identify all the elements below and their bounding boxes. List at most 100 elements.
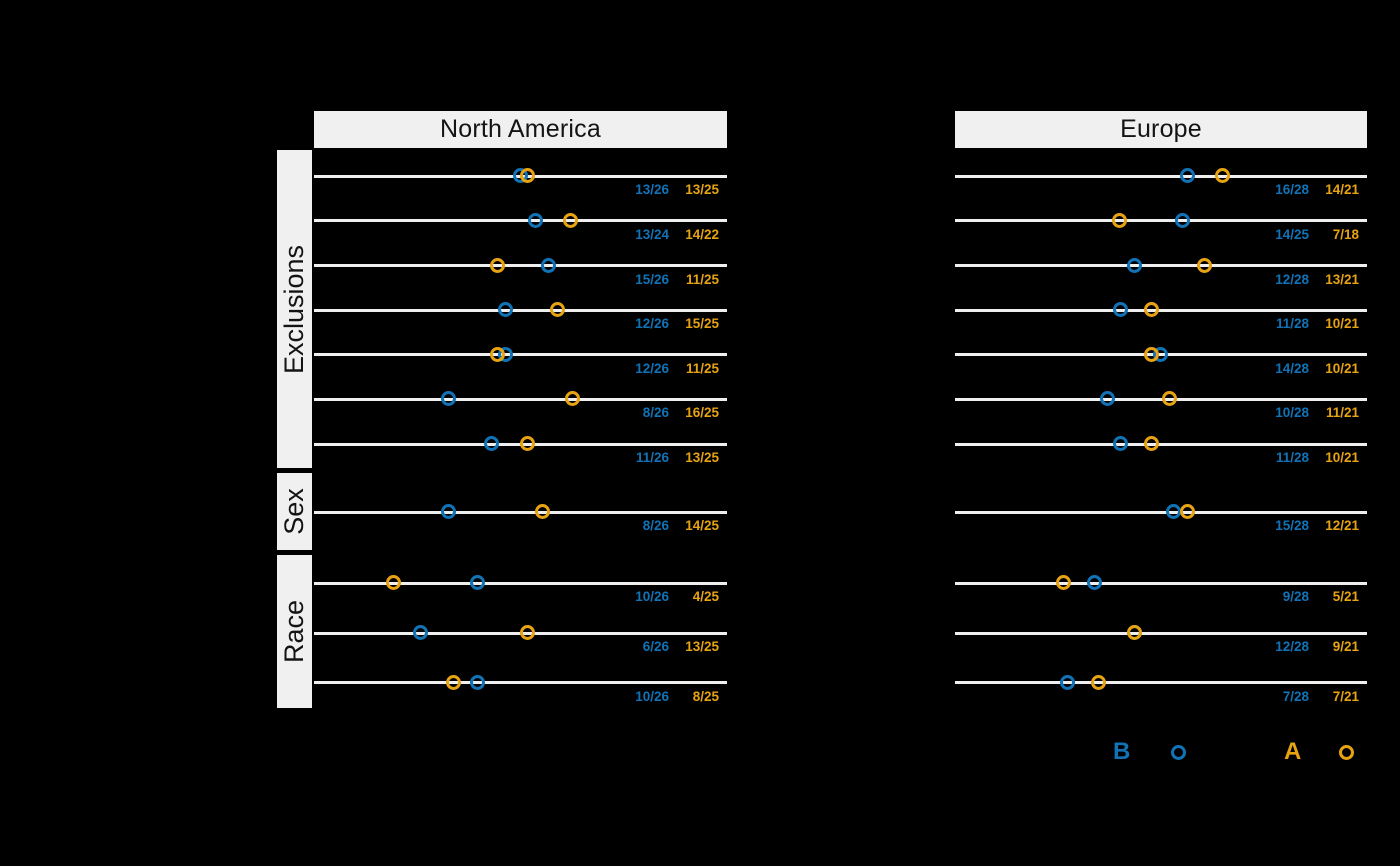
facet-label-exclusions-text: Exclusions xyxy=(279,244,309,374)
fraction-label-a: 5/21 xyxy=(1332,589,1359,604)
row-line xyxy=(955,442,1367,446)
fraction-label-a: 16/25 xyxy=(685,405,719,420)
fraction-label-a: 14/21 xyxy=(1325,182,1359,197)
marker-open-circle-b xyxy=(1113,436,1129,452)
row-line xyxy=(314,219,727,222)
facet-label-sex-text: Sex xyxy=(279,488,309,535)
panel-header-north-america: North America xyxy=(314,111,727,148)
marker-open-circle-a xyxy=(549,302,565,318)
facet-label-race: Race xyxy=(277,555,312,708)
row-line xyxy=(314,353,727,356)
marker-open-circle-b xyxy=(1175,212,1191,228)
facet-label-exclusions: Exclusions xyxy=(277,150,312,468)
row-line xyxy=(314,308,727,312)
fraction-label-a: 13/25 xyxy=(685,639,719,654)
marker-open-circle-a xyxy=(1144,302,1160,318)
marker-open-circle-a xyxy=(1197,257,1213,273)
marker-open-circle-b xyxy=(1113,302,1129,318)
marker-open-circle-b xyxy=(498,302,514,318)
fraction-label-a: 12/21 xyxy=(1325,518,1359,533)
marker-open-circle-a xyxy=(1214,168,1230,184)
row-line xyxy=(314,581,727,585)
row-line xyxy=(955,581,1367,585)
marker-open-circle-a xyxy=(1179,504,1195,520)
fraction-label-b: 12/28 xyxy=(1275,639,1309,654)
marker-open-circle-a xyxy=(1091,674,1107,690)
fraction-label-a: 9/21 xyxy=(1332,639,1359,654)
fraction-label-b: 11/26 xyxy=(635,450,669,465)
marker-open-circle-a xyxy=(490,346,506,362)
marker-open-circle-a xyxy=(1126,625,1142,641)
fraction-label-b: 13/26 xyxy=(635,182,669,197)
marker-open-circle-a xyxy=(520,436,536,452)
marker-open-circle-a xyxy=(1111,212,1127,228)
marker-open-circle-a xyxy=(520,625,536,641)
row-line xyxy=(955,308,1367,312)
marker-open-circle-a xyxy=(1161,391,1177,407)
marker-open-circle-b xyxy=(528,212,544,228)
marker-open-circle-a xyxy=(386,575,402,591)
fraction-label-a: 10/21 xyxy=(1325,360,1359,376)
marker-open-circle-b xyxy=(541,257,557,273)
fraction-label-b: 12/26 xyxy=(635,360,669,376)
marker-open-circle-a xyxy=(1144,436,1160,452)
marker-open-circle-b xyxy=(1100,391,1116,407)
fraction-label-a: 4/25 xyxy=(692,589,719,604)
marker-open-circle-a xyxy=(534,504,550,520)
fraction-label-b: 12/28 xyxy=(1275,271,1309,287)
marker-open-circle-b xyxy=(1126,257,1142,273)
fraction-label-a: 14/25 xyxy=(685,518,719,533)
marker-open-circle-a xyxy=(564,391,580,407)
row-line xyxy=(955,510,1367,514)
row-line xyxy=(955,631,1367,635)
row-line xyxy=(955,397,1367,401)
fraction-label-b: 9/28 xyxy=(1282,589,1309,604)
marker-open-circle-a xyxy=(1055,575,1071,591)
marker-open-circle-b xyxy=(469,674,485,690)
row-line xyxy=(314,397,727,401)
row-line xyxy=(314,510,727,514)
fraction-label-b: 10/26 xyxy=(635,688,669,704)
panel-header-europe: Europe xyxy=(955,111,1367,148)
marker-open-circle-b xyxy=(441,391,457,407)
row-line xyxy=(955,264,1367,267)
fraction-label-b: 14/25 xyxy=(1275,226,1309,242)
fraction-label-b: 12/26 xyxy=(635,316,669,331)
fraction-label-b: 6/26 xyxy=(642,639,669,654)
marker-open-circle-a xyxy=(490,257,506,273)
facet-label-race-text: Race xyxy=(279,599,309,664)
fraction-label-b: 8/26 xyxy=(642,405,669,420)
marker-open-circle-b xyxy=(1086,575,1102,591)
row-line xyxy=(955,219,1367,222)
marker-open-circle-b xyxy=(469,575,485,591)
fraction-label-b: 14/28 xyxy=(1275,360,1309,376)
fraction-label-b: 13/24 xyxy=(635,226,669,242)
fraction-label-b: 11/28 xyxy=(1275,316,1309,331)
marker-open-circle-b xyxy=(1179,168,1195,184)
marker-open-circle-b xyxy=(1060,674,1076,690)
fraction-label-b: 7/28 xyxy=(1282,688,1309,704)
marker-open-circle-b xyxy=(441,504,457,520)
fraction-label-a: 11/21 xyxy=(1325,405,1359,420)
marker-open-circle-a xyxy=(520,168,536,184)
fraction-label-a: 8/25 xyxy=(692,688,719,704)
legend-open-circle-b-icon xyxy=(1171,745,1186,760)
fraction-label-b: 11/28 xyxy=(1275,450,1309,465)
marker-open-circle-a xyxy=(445,674,461,690)
fraction-label-b: 8/26 xyxy=(642,518,669,533)
marker-open-circle-b xyxy=(412,625,428,641)
fraction-label-a: 15/25 xyxy=(685,316,719,331)
fraction-label-b: 15/28 xyxy=(1275,518,1309,533)
fraction-label-a: 11/25 xyxy=(685,360,719,376)
fraction-label-b: 10/26 xyxy=(635,589,669,604)
fraction-label-b: 10/28 xyxy=(1275,405,1309,420)
row-line xyxy=(955,681,1367,684)
marker-open-circle-a xyxy=(1144,346,1160,362)
legend-open-circle-a-icon xyxy=(1339,745,1354,760)
fraction-label-a: 11/25 xyxy=(685,271,719,287)
fraction-label-a: 10/21 xyxy=(1325,316,1359,331)
fraction-label-b: 16/28 xyxy=(1275,182,1309,197)
fraction-label-a: 7/21 xyxy=(1332,688,1359,704)
fraction-label-a: 13/25 xyxy=(685,182,719,197)
